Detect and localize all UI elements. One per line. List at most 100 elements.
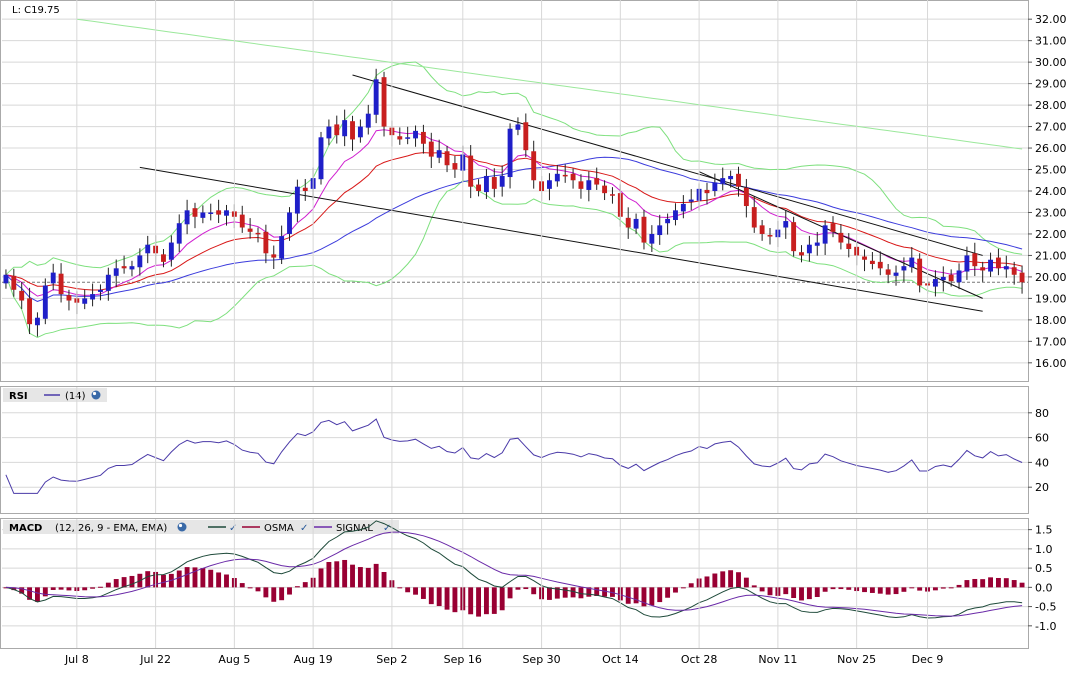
date-tick-label: Sep 16 [444,653,482,666]
candle-down [350,121,355,140]
candle-up [893,272,899,276]
osma-bar [862,587,867,593]
rsi-params: (14) [65,391,86,402]
candle-down [247,228,253,232]
macd-settings-icon[interactable] [177,522,187,532]
osma-bar [759,587,765,592]
candle-up [318,137,324,180]
candle-up [657,225,663,236]
date-tick-label: Dec 9 [912,653,944,666]
osma-bar [200,568,206,588]
candle-down [830,223,836,232]
candle-down [610,194,615,196]
candle-down [917,258,923,286]
candle-up [964,255,970,272]
candle-down [838,232,844,243]
osma-bar [743,577,749,588]
osma-bar [279,587,285,601]
osma-bar [633,587,639,604]
osma-bar [342,559,348,588]
osma-bar [673,587,678,593]
candle-up [822,225,828,244]
osma-bar [35,587,40,602]
osma-bar [192,567,198,588]
last-quote-label: L: C19.75 [12,5,60,16]
osma-bar [680,587,686,589]
osma-bar [350,564,355,588]
rsi-settings-icon[interactable] [91,390,101,400]
osma-bar [570,587,576,598]
osma-bar [326,562,332,588]
osma-bar [263,587,269,598]
date-tick-label: Aug 5 [218,653,250,666]
signal-legend-label: SIGNAL [336,523,373,534]
candle-down [885,269,891,275]
candle-up [168,242,174,260]
candle-up [287,212,292,234]
candle-up [294,186,300,214]
candle-up [42,285,48,319]
candle-up [50,272,56,284]
osma-bar [956,584,962,588]
osma-bar [452,587,458,613]
macd-tick-label: 0.0 [1035,581,1053,594]
candle-up [98,289,103,292]
candle-up [1003,266,1009,270]
trendline [352,74,983,256]
date-tick-label: Jul 8 [64,653,89,666]
price-tick-label: 25.00 [1035,164,1067,177]
osma-bar [523,587,529,590]
rsi-tick-label: 80 [1035,407,1049,420]
moving-average-blue-line [5,156,1023,302]
candle-down [594,178,600,185]
osma-bar [224,574,229,588]
date-axis: Jul 8 Jul 22 Aug 5 Aug 19 Sep 2 Sep 16 Sep 30 O… [64,0,943,666]
osma-bar [515,587,521,590]
osma-bar [948,587,954,589]
osma-bar [507,587,513,599]
osma-bar [239,583,245,588]
signal-check-icon[interactable]: ✓ [383,523,391,534]
candle-down [736,173,741,187]
candle-up [783,221,789,228]
osma-bar [405,587,411,593]
moving-average-magenta-line [5,129,1023,297]
candle-up [90,294,96,300]
osma-bar [318,568,324,588]
candle-down [562,174,568,177]
osma-bar [1003,578,1009,588]
osma-bar [885,587,891,595]
osma-bar [562,587,568,598]
price-tick-label: 18.00 [1035,314,1067,327]
osma-bar [255,587,261,592]
candle-down [27,298,33,325]
osma-bar [641,587,647,607]
osma-bar [531,587,537,595]
candle-up [129,266,135,270]
candle-down [216,210,222,215]
osma-bar [554,587,560,599]
osma-bar [121,577,127,588]
osma-bar [995,577,1001,588]
osma-bar [397,587,403,589]
rsi-label: RSI [9,391,28,402]
osma-bar [19,587,25,594]
price-tick-label: 17.00 [1035,335,1067,348]
candle-up [413,130,418,139]
candle-up [200,212,206,218]
osma-bar [444,587,450,610]
candle-down [570,173,576,181]
price-tick-label: 31.00 [1035,35,1067,48]
osma-bar [294,586,300,588]
price-tick-label: 28.00 [1035,99,1067,112]
osma-bar [909,587,915,589]
osma-bar [980,579,986,588]
macd-check-icon[interactable]: ✓ [229,523,237,534]
price-tick-label: 23.00 [1035,206,1067,219]
osma-check-icon[interactable]: ✓ [300,523,308,534]
candle-down [1011,267,1017,275]
candle-down [759,225,765,234]
osma-bar [413,587,418,595]
rsi-axis: 80 60 40 20 [1028,407,1049,494]
osma-bar [688,583,694,588]
